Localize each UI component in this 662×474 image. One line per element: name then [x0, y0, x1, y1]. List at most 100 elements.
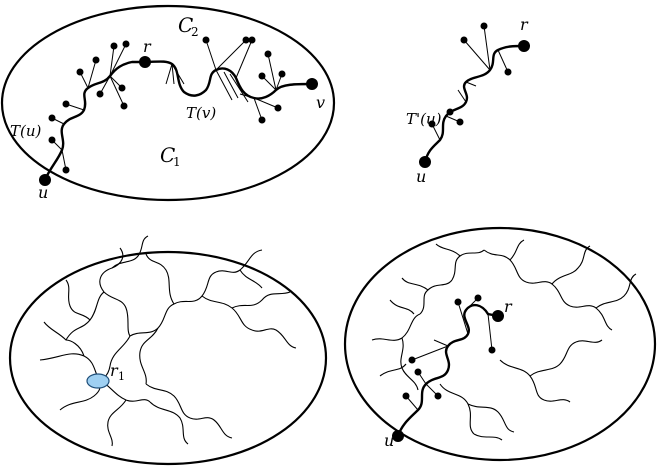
label-u: u: [384, 431, 394, 450]
tree-edge: [206, 40, 216, 70]
tree-edge: [146, 254, 174, 304]
tree-edge: [146, 384, 190, 418]
tree-edge: [484, 250, 526, 282]
node-dot: [475, 295, 482, 302]
panel-top-left: C 2 C 1 r v u T(u) T(v): [2, 6, 334, 202]
node-dot: [481, 23, 488, 30]
node-dot: [461, 37, 468, 44]
tree-edge: [498, 50, 508, 72]
node-dot: [77, 69, 84, 76]
node-dot: [455, 299, 462, 306]
root-region-r1: [87, 374, 109, 388]
node-dot: [63, 167, 70, 174]
tree-edge: [202, 296, 252, 330]
tree-edge: [526, 282, 570, 306]
node-v: [306, 78, 318, 90]
tree-edge: [112, 236, 148, 268]
tree-edge: [576, 340, 602, 342]
label-v: v: [316, 93, 325, 112]
node-dot: [259, 117, 266, 124]
node-dot: [457, 119, 464, 126]
tree-edge: [372, 314, 420, 340]
node-dot: [123, 41, 130, 48]
node-dot: [435, 393, 442, 400]
node-dot: [265, 51, 272, 58]
path-u-to-r: [398, 305, 498, 436]
tree-edge: [44, 322, 84, 356]
tree-edge: [420, 280, 452, 314]
node-dot: [63, 101, 70, 108]
label-u: u: [416, 167, 426, 186]
label-tu: T(u): [10, 122, 42, 140]
tree-edge: [108, 400, 126, 446]
node-dot: [259, 73, 266, 80]
node-dot: [447, 109, 454, 116]
tree-edge: [452, 250, 484, 280]
label-r: r: [143, 37, 152, 56]
tree-edge: [140, 328, 158, 384]
tree-edge: [252, 329, 296, 348]
tree-edge: [174, 272, 216, 304]
tree-edge: [100, 248, 123, 292]
node-dot: [119, 85, 126, 92]
label-u: u: [38, 183, 48, 202]
tree-edge: [236, 40, 252, 78]
tree-edge: [488, 314, 492, 350]
node-dot: [97, 91, 104, 98]
root-node-r: [139, 56, 151, 68]
label-tprime: T'(u): [406, 110, 442, 128]
node-dot: [409, 357, 416, 364]
node-dot: [121, 103, 128, 110]
tree-edge: [401, 338, 418, 390]
tree-edge: [434, 340, 448, 346]
tree-edge: [150, 402, 188, 444]
node-dot: [275, 105, 282, 112]
tree-edge: [474, 434, 502, 440]
path-tprime: [425, 46, 524, 162]
tree-edge: [530, 342, 576, 376]
tree-edge: [190, 418, 232, 438]
tree-edge: [436, 244, 460, 256]
tree-edge: [380, 364, 406, 376]
random-tree-branches: [40, 236, 296, 446]
tree-edge: [552, 246, 590, 284]
tree-edge: [468, 404, 514, 432]
tree-edge: [240, 270, 262, 288]
tree-edge: [458, 302, 468, 334]
node-dot: [49, 137, 56, 144]
tree-edge: [390, 300, 414, 314]
label-r1-sub: 1: [118, 370, 125, 383]
node-dot: [279, 71, 286, 78]
label-c1-sub: 1: [173, 155, 181, 169]
tree-edge: [510, 240, 524, 260]
node-dot: [249, 37, 256, 44]
tree-edge: [232, 292, 290, 308]
label-r: r: [504, 297, 513, 316]
tree-edge: [596, 274, 636, 308]
node-dot: [489, 347, 496, 354]
panel-bottom-left: r 1: [10, 236, 326, 464]
tree-edge: [402, 278, 428, 290]
tree-edge: [268, 54, 276, 90]
node-dot: [505, 69, 512, 76]
node-dot: [93, 57, 100, 64]
node-dot: [203, 37, 210, 44]
tree-edge: [412, 346, 448, 360]
region-boundary: [345, 228, 655, 460]
random-tree-branches: [372, 240, 636, 440]
tree-edge: [544, 400, 570, 402]
node-dot: [49, 115, 56, 122]
tree-edge: [66, 280, 90, 320]
panel-top-right: r T'(u) u: [406, 15, 530, 186]
label-c2-sub: 2: [191, 25, 199, 39]
tree-edge: [216, 70, 248, 102]
tree-edge: [104, 292, 130, 336]
tree-edge: [130, 304, 174, 336]
tree-edge: [466, 82, 476, 86]
tree-edge: [570, 306, 612, 330]
tree-edge: [500, 360, 544, 400]
root-node-r: [518, 40, 530, 52]
panel-bottom-right: r u: [345, 228, 655, 460]
